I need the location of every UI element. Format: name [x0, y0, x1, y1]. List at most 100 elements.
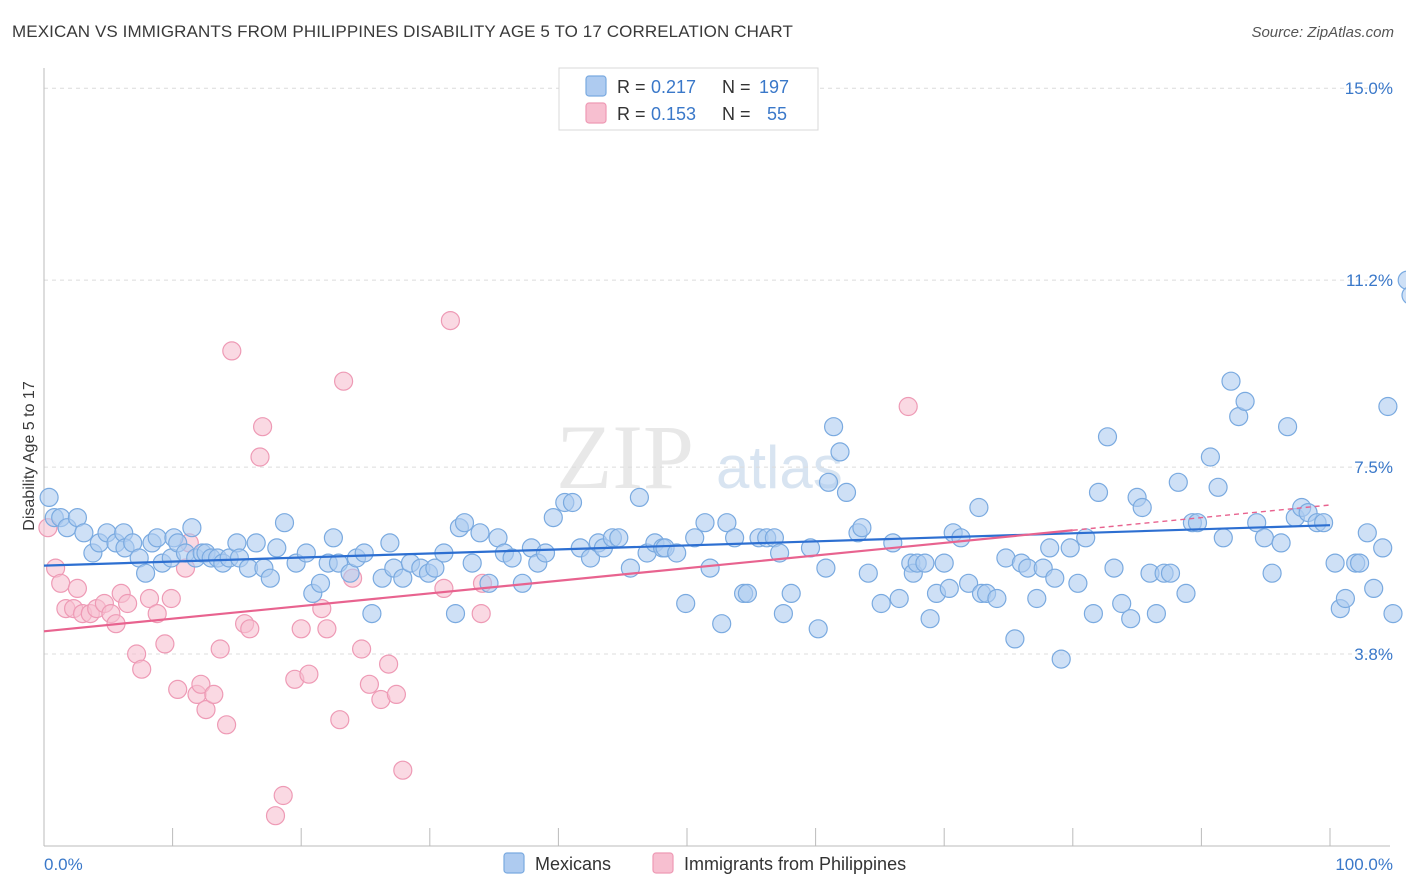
mexicans-point — [445, 603, 466, 624]
mexicans-point — [1168, 472, 1188, 492]
mexicans-point — [1254, 528, 1275, 548]
mexicans-point — [934, 553, 954, 573]
legend-bottom-label-mexicans: Mexicans — [535, 854, 611, 874]
philippines-point — [334, 371, 354, 391]
philippines-point — [898, 396, 918, 417]
mexicans-point — [920, 609, 940, 629]
mexicans-point — [1208, 477, 1228, 497]
mexicans-point — [1045, 568, 1065, 588]
mexicans-point — [737, 583, 758, 604]
philippines-point — [132, 659, 152, 679]
philippines-point — [240, 619, 260, 639]
philippines-point — [168, 679, 188, 700]
mexicans-point — [274, 513, 295, 533]
mexicans-point — [958, 573, 979, 593]
mexicans-point — [858, 563, 878, 583]
philippines-point — [273, 785, 293, 806]
mexicans-point — [818, 472, 839, 492]
mexicans-point — [836, 482, 857, 502]
legend-swatch-mexicans — [585, 75, 607, 97]
mexicans-point — [1051, 649, 1071, 669]
philippines-point — [379, 654, 399, 674]
mexicans-point — [695, 513, 715, 533]
mexicans-point — [260, 568, 280, 588]
mexicans-point — [323, 528, 343, 548]
legend-n-label-0: N = — [722, 77, 751, 97]
legend-r-label-1: R = — [617, 104, 646, 124]
legend-r-label-0: R = — [617, 77, 646, 97]
mexicans-point — [1335, 588, 1356, 609]
mexicans-trend-line — [43, 524, 1331, 567]
mexicans-point — [462, 553, 482, 573]
mexicans-point — [470, 523, 490, 543]
mexicans-point — [915, 553, 935, 573]
philippines-point — [440, 311, 460, 331]
mexicans-point — [724, 528, 745, 548]
mexicans-point — [1088, 482, 1109, 502]
legend-r-value-1: 0.153 — [651, 104, 696, 124]
legend-swatch-philippines — [585, 102, 607, 124]
x-tick-label: 100.0% — [1335, 855, 1393, 874]
legend-top: R = 0.217 N = 197 R = 0.153 N = 55 — [558, 67, 819, 131]
mexicans-point — [1068, 573, 1088, 593]
mexicans-point — [562, 492, 583, 513]
philippines-point — [155, 634, 175, 654]
philippines-point — [393, 760, 413, 780]
mexicans-point — [1060, 538, 1080, 558]
mexicans-point — [816, 558, 836, 578]
mexicans-point — [1121, 609, 1141, 629]
mexicans-point — [1146, 603, 1167, 624]
x-ticks — [172, 828, 1331, 846]
mexicans-point — [39, 487, 59, 507]
y-axis-label: Disability Age 5 to 17 — [21, 381, 38, 531]
mexicans-point — [354, 543, 374, 563]
mexicans-point — [1132, 497, 1152, 518]
x-tick-labels: 0.0% 100.0% — [44, 855, 1393, 874]
mexicans-point — [1213, 528, 1233, 548]
mexicans-point — [685, 528, 705, 548]
philippines-point — [210, 639, 230, 659]
mexicans-point — [425, 558, 445, 578]
mexicans-point — [700, 558, 720, 578]
philippines-point — [317, 619, 337, 639]
mexicans-point — [808, 619, 828, 639]
mexicans-point — [1076, 528, 1096, 548]
philippines-point — [291, 619, 311, 639]
philippines-point — [117, 593, 138, 614]
mexicans-point — [543, 507, 563, 528]
mexicans-point — [1262, 563, 1282, 583]
philippines-point — [67, 578, 88, 599]
legend-n-label-1: N = — [722, 104, 751, 124]
mexicans-point — [939, 578, 959, 599]
philippines-point — [471, 603, 491, 624]
mexicans-point — [871, 593, 891, 614]
chart-source: Source: ZipAtlas.com — [1251, 24, 1394, 41]
mexicans-point — [889, 588, 909, 609]
mexicans-point — [823, 417, 844, 437]
mexicans-point — [74, 523, 94, 543]
watermark-zip: ZIP — [556, 406, 694, 508]
mexicans-point — [1104, 558, 1124, 578]
philippines-point — [265, 806, 286, 826]
mexicans-point — [479, 573, 499, 593]
mexicans-point — [1364, 578, 1384, 599]
mexicans-point — [1383, 603, 1403, 624]
mexicans-point — [769, 543, 790, 563]
mexicans-point — [1176, 583, 1196, 604]
axes — [43, 68, 1390, 847]
legend-r-value-0: 0.217 — [651, 77, 696, 97]
philippines-point — [299, 664, 319, 684]
mexicans-point — [712, 614, 732, 634]
mexicans-point — [717, 513, 737, 533]
legend-bottom-swatch-philippines — [652, 852, 674, 874]
mexicans-point — [1373, 538, 1393, 558]
mexicans-point — [1378, 396, 1398, 417]
mexicans-point — [1349, 553, 1370, 573]
y-tick-label: 11.2% — [1346, 271, 1393, 290]
mexicans-point — [1027, 588, 1047, 609]
mexicans-point — [1357, 523, 1377, 543]
mexicans-point — [830, 442, 850, 462]
mexicans-point — [296, 543, 316, 563]
philippines-point — [51, 573, 71, 593]
